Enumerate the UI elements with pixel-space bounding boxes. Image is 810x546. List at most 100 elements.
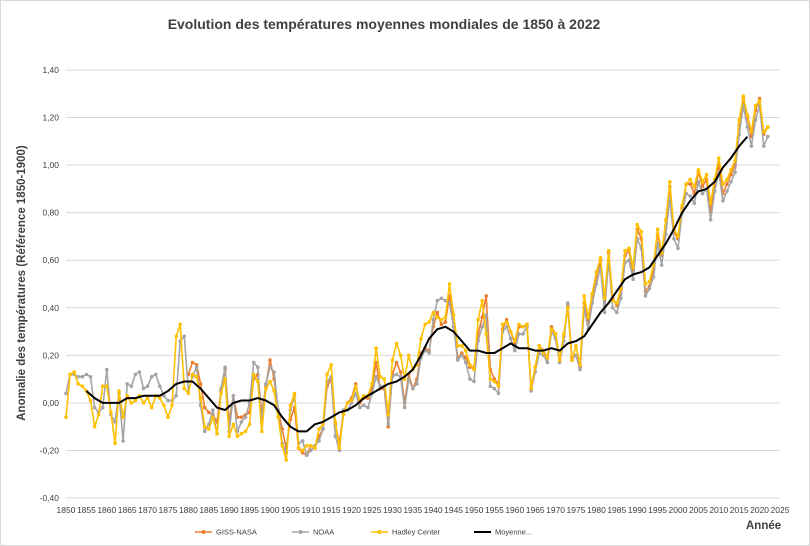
- data-point: [696, 180, 701, 184]
- data-point: [431, 310, 436, 315]
- data-point: [178, 322, 182, 327]
- data-point: [447, 282, 452, 286]
- data-point: [766, 134, 770, 139]
- data-point: [235, 434, 240, 439]
- legend-label: NOAA: [313, 528, 334, 537]
- data-point: [602, 310, 607, 315]
- data-point: [72, 370, 76, 374]
- data-point: [672, 237, 676, 241]
- x-tick-label: 1950: [465, 505, 484, 515]
- data-point: [606, 248, 611, 253]
- data-point: [460, 353, 464, 358]
- legend-label: Moyenne...: [495, 528, 532, 537]
- data-point: [284, 458, 289, 462]
- legend-marker: [201, 530, 206, 534]
- data-point: [260, 429, 264, 434]
- data-point: [513, 339, 517, 343]
- y-tick-label: -0,40: [40, 493, 60, 503]
- x-tick-label: 1935: [403, 505, 422, 515]
- data-point: [170, 403, 174, 408]
- data-point: [353, 391, 358, 396]
- data-point: [533, 365, 537, 370]
- data-point: [745, 125, 750, 129]
- data-point: [133, 372, 138, 377]
- data-point: [317, 427, 321, 431]
- data-point: [451, 313, 456, 317]
- data-point: [362, 403, 366, 408]
- y-axis-ticks: -0,40 -0,20 0,00 0,20 0,40 0,60 0,80 1,00 1,20 1,…: [40, 65, 60, 503]
- data-point: [84, 372, 89, 377]
- data-point: [439, 296, 444, 301]
- x-tick-label: 1960: [505, 505, 524, 515]
- data-point: [182, 386, 187, 391]
- data-point: [264, 382, 268, 386]
- data-point: [341, 413, 346, 417]
- data-point: [100, 405, 105, 410]
- data-point: [76, 374, 80, 379]
- data-point: [721, 199, 725, 203]
- data-point: [692, 184, 697, 189]
- data-point: [231, 422, 236, 427]
- data-point: [749, 144, 754, 148]
- x-tick-label: 1880: [179, 505, 198, 515]
- data-point: [639, 229, 644, 234]
- data-point: [329, 363, 334, 367]
- data-point: [194, 365, 199, 370]
- x-tick-label: 1875: [159, 505, 178, 515]
- series-4: [85, 135, 749, 433]
- data-point: [88, 398, 93, 403]
- data-point: [757, 99, 762, 103]
- data-point: [276, 415, 281, 420]
- data-point: [296, 446, 301, 450]
- x-tick-label: 1920: [342, 505, 361, 515]
- data-point: [406, 377, 411, 381]
- x-tick-label: 1975: [567, 505, 586, 515]
- data-point: [390, 358, 395, 362]
- data-point: [700, 180, 705, 184]
- data-point: [366, 405, 370, 410]
- legend-item: Moyenne...: [474, 528, 532, 537]
- data-point: [386, 413, 391, 417]
- x-tick-label: 2025: [771, 505, 790, 515]
- data-point: [243, 415, 248, 420]
- data-point: [708, 201, 713, 205]
- x-tick-label: 1900: [261, 505, 280, 515]
- x-axis-title: Année: [746, 520, 781, 532]
- data-point: [655, 227, 660, 232]
- data-point: [684, 182, 688, 186]
- data-point: [129, 384, 134, 389]
- data-point: [190, 360, 195, 365]
- data-point: [635, 222, 639, 227]
- data-point: [594, 270, 599, 274]
- data-point: [570, 358, 574, 362]
- data-point: [692, 201, 697, 205]
- data-point: [447, 301, 452, 305]
- data-point: [158, 384, 162, 389]
- data-point: [411, 386, 415, 391]
- data-point: [586, 315, 590, 320]
- x-tick-label: 1970: [546, 505, 565, 515]
- legend-item: GISS-NASA: [195, 528, 257, 537]
- data-point: [92, 424, 97, 429]
- data-point: [508, 329, 513, 334]
- data-point: [174, 394, 178, 398]
- data-point: [721, 182, 725, 186]
- data-point: [431, 317, 436, 322]
- y-tick-label: 1,20: [42, 113, 59, 123]
- y-tick-label: 0,00: [42, 398, 59, 408]
- data-point: [455, 344, 460, 348]
- data-point: [484, 332, 489, 336]
- data-point: [317, 439, 321, 443]
- data-point: [251, 372, 256, 377]
- data-point: [264, 386, 268, 391]
- data-point: [647, 287, 652, 291]
- data-point: [578, 363, 582, 367]
- data-point: [488, 384, 493, 389]
- data-point: [141, 401, 146, 405]
- x-tick-label: 1910: [301, 505, 320, 515]
- data-point: [598, 255, 603, 260]
- data-point: [394, 372, 399, 377]
- data-point: [427, 320, 431, 324]
- data-point: [415, 382, 419, 386]
- series-lines: [64, 94, 770, 462]
